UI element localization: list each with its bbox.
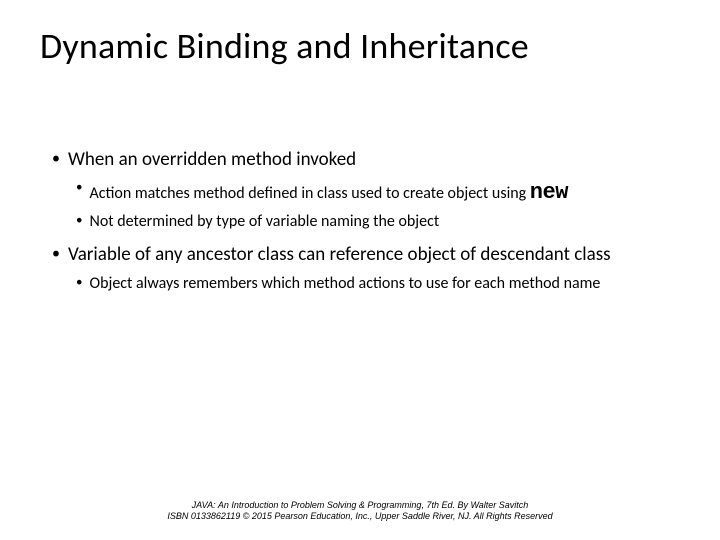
slide: Dynamic Binding and Inheritance • When a…: [0, 0, 720, 540]
bullet-level2: • Object always remembers which method a…: [76, 273, 672, 295]
bullet-text: Object always remembers which method act…: [89, 273, 600, 295]
bullet-dot: •: [76, 178, 82, 198]
bullet-text: When an overridden method invoked: [68, 148, 356, 172]
bullet-dot: •: [76, 273, 82, 293]
slide-title: Dynamic Binding and Inheritance: [40, 24, 529, 68]
bullet-level1: • When an overridden method invoked: [52, 148, 672, 172]
bullet-level2: • Action matches method defined in class…: [76, 178, 672, 208]
bullet-dot: •: [76, 211, 82, 231]
slide-footer: JAVA: An Introduction to Problem Solving…: [0, 500, 720, 523]
code-keyword: new: [530, 180, 568, 205]
bullet-text: Variable of any ancestor class can refer…: [68, 243, 611, 267]
bullet-dot: •: [52, 148, 60, 170]
bullet-text: Not determined by type of variable namin…: [89, 211, 439, 233]
footer-line2: ISBN 0133862119 © 2015 Pearson Education…: [0, 511, 720, 522]
footer-line1: JAVA: An Introduction to Problem Solving…: [0, 500, 720, 511]
bullet-level1: • Variable of any ancestor class can ref…: [52, 243, 672, 267]
bullet-level2: • Not determined by type of variable nam…: [76, 211, 672, 233]
bullet-text: Action matches method defined in class u…: [89, 178, 567, 208]
slide-body: • When an overridden method invoked • Ac…: [52, 148, 672, 298]
bullet-dot: •: [52, 243, 60, 265]
bullet-text-part: Action matches method defined in class u…: [89, 184, 529, 203]
